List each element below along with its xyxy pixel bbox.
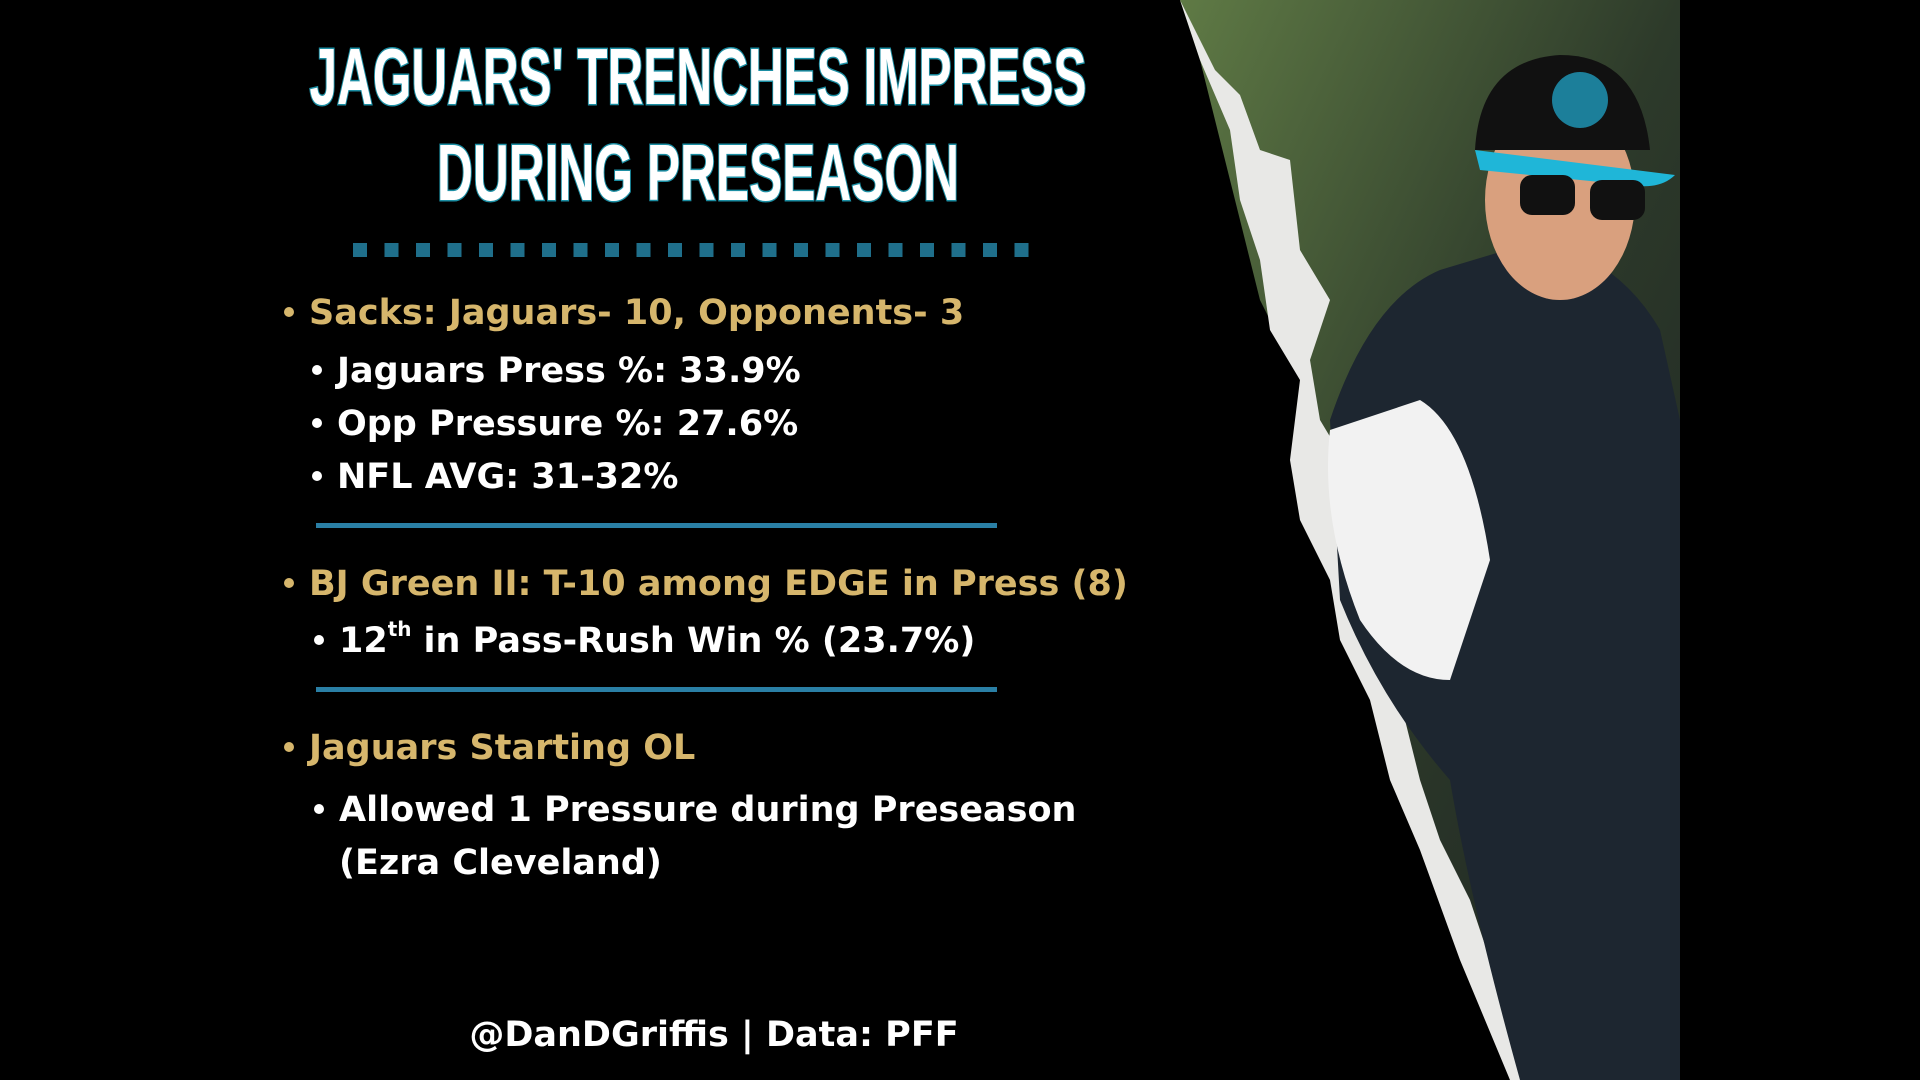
dotted-divider xyxy=(353,243,1029,257)
dot xyxy=(857,243,871,257)
dot xyxy=(668,243,682,257)
item-text: in Pass-Rush Win % (23.7%) xyxy=(424,621,976,661)
item: NFL AVG: 31-32% xyxy=(337,457,678,497)
bullet xyxy=(284,578,294,588)
dot xyxy=(416,243,430,257)
dot xyxy=(1014,243,1029,257)
dot xyxy=(353,243,367,257)
footer: @DanDGriffis | Data: PFF xyxy=(469,1015,958,1055)
photo xyxy=(1180,0,1680,1080)
title: DURING PRESEASON xyxy=(437,128,959,217)
item: Allowed 1 Pressure during Preseason xyxy=(339,790,1076,830)
heading: Jaguars Starting OL xyxy=(307,728,695,768)
item: Jaguars Press %: 33.9% xyxy=(335,351,801,391)
number: 12 xyxy=(339,621,388,661)
dot xyxy=(920,243,934,257)
item: 12th in Pass-Rush Win % (23.7%) xyxy=(339,617,975,661)
bullet xyxy=(284,307,294,317)
bullet xyxy=(314,804,324,814)
dot xyxy=(636,243,651,257)
dot xyxy=(731,243,745,257)
item: Opp Pressure %: 27.6% xyxy=(337,404,798,444)
dot xyxy=(384,243,399,257)
dot xyxy=(573,243,588,257)
bullet xyxy=(284,742,294,752)
dot xyxy=(983,243,997,257)
heading: Sacks: Jaguars- 10, Opponents- 3 xyxy=(309,293,964,333)
dot xyxy=(447,243,462,257)
dot xyxy=(699,243,714,257)
bullet xyxy=(314,635,324,645)
dot xyxy=(542,243,556,257)
dot xyxy=(479,243,493,257)
dot xyxy=(605,243,619,257)
dot xyxy=(762,243,777,257)
dot xyxy=(951,243,966,257)
divider xyxy=(316,687,997,692)
bullet xyxy=(312,365,322,375)
item: (Ezra Cleveland) xyxy=(339,843,662,883)
superscript: th xyxy=(388,617,412,641)
dot xyxy=(510,243,525,257)
dot xyxy=(888,243,903,257)
dot xyxy=(794,243,808,257)
bullet xyxy=(312,418,322,428)
heading: BJ Green II: T-10 among EDGE in Press (8… xyxy=(309,564,1128,604)
bullet xyxy=(312,471,322,481)
divider xyxy=(316,523,997,528)
title: JAGUARS' TRENCHES IMPRESS xyxy=(310,32,1087,121)
dot xyxy=(825,243,840,257)
